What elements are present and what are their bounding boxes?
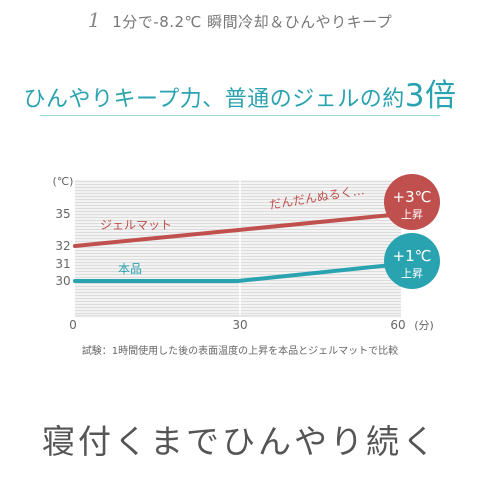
y-tick-30: 30	[55, 274, 70, 288]
badge-gel-mat: +3℃ 上昇	[384, 174, 440, 230]
badge-gel-main: +3℃	[393, 188, 432, 206]
badge-gel-sub: 上昇	[401, 208, 423, 221]
x-tick-60: 60	[390, 318, 405, 332]
step-number: 1	[87, 8, 101, 32]
badge-product: +1℃ 上昇	[384, 233, 440, 289]
headline-divider	[40, 115, 440, 116]
x-tick-0: 0	[69, 318, 77, 332]
temperature-chart: (℃) 35 32 31 30 0 30 60 (分) ジェルマット だんだんぬ…	[53, 174, 440, 332]
x-tick-30: 30	[232, 318, 247, 332]
headline: ひんやりキープ力、普通のジェルの約3倍	[0, 70, 480, 115]
step-text: 1分で-8.2℃ 瞬間冷却＆ひんやりキープ	[112, 13, 393, 31]
series-label-gel-mat: ジェルマット	[100, 218, 172, 232]
y-tick-31: 31	[55, 257, 70, 271]
series-label-product: 本品	[118, 262, 142, 276]
y-unit-label: (℃)	[53, 175, 74, 188]
footer-tagline: 寝付くまでひんやり続く	[42, 422, 438, 461]
y-tick-35: 35	[55, 207, 70, 221]
plot-background	[75, 180, 401, 316]
badge-product-circle	[384, 233, 440, 289]
series-line-gel-mat	[73, 212, 403, 248]
headline-text: ひんやりキープ力、普通のジェルの約	[23, 87, 405, 112]
badge-product-sub: 上昇	[401, 267, 423, 280]
badge-product-main: +1℃	[393, 247, 432, 265]
step-title: 1 1分で-8.2℃ 瞬間冷却＆ひんやりキープ	[0, 8, 480, 32]
x-unit-label: (分)	[414, 319, 434, 332]
series-line-product	[73, 262, 403, 283]
chart-caption: 試験：1時間使用した後の表面温度の上昇を本品とジェルマットで比較	[81, 346, 399, 357]
headline-big: 3倍	[404, 78, 457, 114]
badge-gel-circle	[384, 174, 440, 230]
y-tick-32: 32	[55, 239, 70, 253]
